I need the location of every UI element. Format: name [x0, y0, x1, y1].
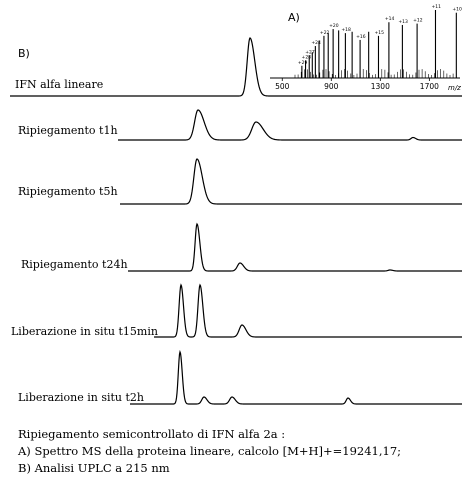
ms-peak-label-16: +13: [398, 19, 408, 25]
chromatogram-trace-insitu-t15min: [154, 283, 462, 338]
ms-peak-label-18: +11: [431, 4, 441, 10]
ms-peak-label-17: +12: [413, 18, 423, 24]
ms-tick-label-3: 1700: [420, 82, 439, 91]
figure-caption: Ripiegamento semicontrollato di IFN alfa…: [18, 426, 468, 477]
ms-peak-label-4: +24: [311, 40, 321, 46]
ms-tick-label-1: 900: [324, 82, 339, 91]
ms-x-axis-label: m/z: [448, 84, 461, 92]
ms-peak-label-10: +18: [341, 27, 351, 33]
trace-label-insitu-t15min: Liberazione in situ t15min: [11, 325, 158, 338]
panel-label-a: A): [288, 11, 300, 24]
caption-line-b: B) Analisi UPLC a 215 nm: [18, 461, 170, 475]
ms-tick-label-0: 500: [275, 82, 290, 91]
chromatogram-trace-t1h: [118, 109, 462, 141]
panel-label-b: B): [18, 47, 30, 60]
ms-peak-label-15: +14: [385, 16, 395, 22]
ms-peak-label-19: +10: [452, 7, 462, 13]
chromatogram-trace-insitu-t2h: [130, 349, 462, 405]
ms-tick-label-2: 1300: [371, 82, 390, 91]
chromatogram-trace-t5h: [120, 158, 462, 205]
mass-spectrum: +29+28+27 +24 +22+20+18 +16 +15 +14+13 +12 +11 +…: [270, 4, 462, 92]
trace-label-t24h: Ripiegamento t24h: [21, 258, 128, 271]
trace-label-insitu-t2h: Liberazione in situ t2h: [18, 391, 144, 404]
caption-title: Ripiegamento semicontrollato di IFN alfa…: [18, 427, 286, 441]
chromatogram-trace-linear: [10, 37, 462, 97]
trace-label-linear: IFN alfa lineare: [15, 78, 103, 91]
ms-peak-label-14: +15: [374, 30, 384, 36]
ms-peak-label-0: +29: [298, 60, 308, 66]
ms-peak-label-6: +22: [320, 30, 330, 36]
trace-label-t1h: Ripiegamento t1h: [18, 124, 118, 137]
ms-peak-label-12: +16: [356, 34, 366, 40]
ms-peak-label-1: +28: [302, 54, 312, 60]
ms-peak-label-2: +27: [305, 50, 315, 56]
caption-line-a: A) Spettro MS della proteina lineare, ca…: [18, 444, 402, 458]
chromatogram-trace-t24h: [128, 222, 462, 272]
trace-label-t5h: Ripiegamento t5h: [18, 185, 118, 198]
ms-peak-label-8: +20: [329, 23, 339, 29]
